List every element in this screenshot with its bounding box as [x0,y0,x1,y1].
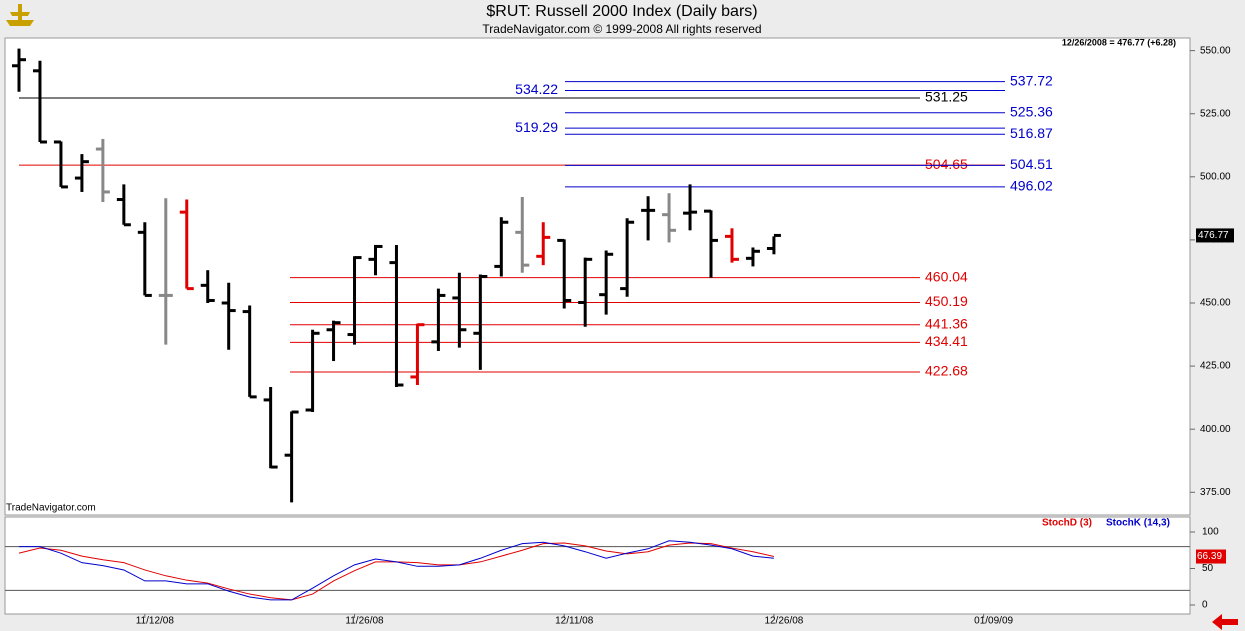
y-tick-label: 375.00 [1200,487,1231,498]
stoch-line [19,540,774,601]
level-label: 531.25 [925,89,968,105]
price-panel [4,37,1191,516]
stoch-tag [1196,549,1226,564]
level-label: 496.02 [1010,178,1053,194]
last-price-tag [1196,228,1234,243]
level-label: 534.22 [515,81,558,97]
last-price-label: 476.77 [1198,230,1229,241]
scroll-arrow[interactable] [1212,614,1238,630]
watermark: TradeNavigator.com [6,503,96,514]
level-label: 434.41 [925,333,968,349]
y-tick-label: 425.00 [1200,361,1231,372]
status-text: 12/26/2008 = 476.77 (+6.28) [1062,37,1176,47]
y-tick-label: 450.00 [1200,298,1231,309]
level-label: 450.19 [925,293,968,309]
x-tick-label: 01/09/09 [974,616,1013,627]
level-label: 504.51 [1010,156,1053,172]
level-label: 516.87 [1010,125,1053,141]
logo [6,4,34,26]
y-tick-label: 500.00 [1200,171,1231,182]
y-tick-label: 525.00 [1200,108,1231,119]
x-tick-label: 12/11/08 [555,616,594,627]
stoch-panel [4,516,1191,615]
chart-title: $RUT: Russell 2000 Index (Daily bars) [486,3,757,20]
stoch-tag-label: 66.39 [1197,551,1222,562]
legend-entry: StochK (14,3) [1106,518,1170,529]
stoch-tick-label: 100 [1202,527,1219,538]
level-label: 519.29 [515,119,558,135]
chart-subtitle: TradeNavigator.com © 1999-2008 All right… [482,22,761,36]
level-label: 537.72 [1010,72,1053,88]
level-label: 422.68 [925,363,968,379]
y-tick-label: 400.00 [1200,424,1231,435]
level-label: 460.04 [925,268,968,284]
x-tick-label: 11/12/08 [136,616,175,627]
stoch-tick-label: 0 [1202,600,1208,611]
level-label: 441.36 [925,316,968,332]
x-tick-label: 11/26/08 [345,616,384,627]
legend-entry: StochD (3) [1042,518,1092,529]
stoch-tick-label: 50 [1202,563,1214,574]
level-label: 525.36 [1010,104,1053,120]
x-tick-label: 12/26/08 [764,616,803,627]
level-label: 504.65 [925,156,968,172]
y-tick-label: 550.00 [1200,45,1231,56]
